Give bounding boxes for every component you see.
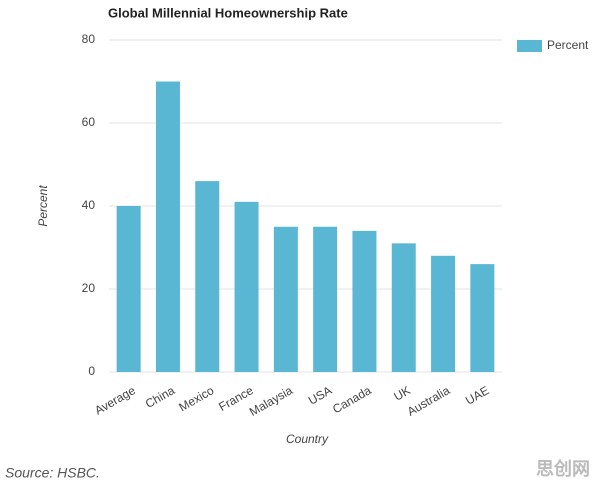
bar [391, 243, 416, 372]
bar [313, 226, 338, 372]
y-axis-label: Percent [36, 185, 50, 227]
x-tick-label: China [143, 383, 177, 411]
y-tick-label: 40 [82, 198, 96, 212]
watermark: 思创网 [536, 458, 590, 479]
bar [116, 206, 141, 372]
y-tick-label: 0 [88, 364, 95, 378]
bar [431, 255, 456, 372]
x-tick-label: Malaysia [247, 383, 295, 419]
source: Source: HSBC. [5, 465, 100, 481]
x-tick-label: UAE [463, 383, 491, 407]
x-tick-label: Canada [330, 383, 374, 416]
bar [352, 230, 377, 372]
x-axis-label: Country [286, 432, 329, 446]
chart-title: Global Millennial Homeownership Rate [108, 5, 348, 20]
bar [273, 226, 298, 372]
legend-label: Percent [547, 38, 589, 52]
x-tick-label: Australia [405, 383, 453, 419]
bar [470, 264, 495, 372]
y-tick-label: 80 [82, 32, 96, 46]
x-tick-label: Mexico [176, 383, 216, 414]
bar [155, 81, 180, 372]
y-tick-label: 20 [82, 281, 96, 295]
bar [234, 201, 259, 372]
x-tick-label: UK [391, 383, 412, 403]
y-tick-label: 60 [82, 115, 96, 129]
bar [195, 181, 220, 372]
legend-swatch [517, 40, 542, 52]
x-tick-label: Average [92, 383, 138, 418]
